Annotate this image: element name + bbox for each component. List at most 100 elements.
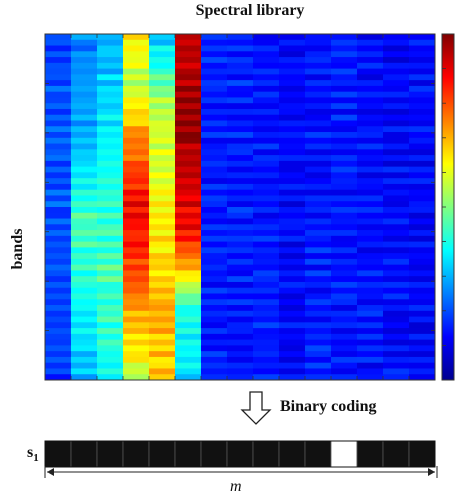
heatmap-cell <box>383 143 410 150</box>
heatmap-cell <box>71 201 98 208</box>
heatmap-cell <box>253 281 280 289</box>
binary-bit-zero <box>96 440 124 468</box>
heatmap-cell <box>383 114 410 121</box>
heatmap-cell <box>383 68 410 75</box>
heatmap-cell <box>71 339 98 346</box>
heatmap-cell <box>279 322 306 329</box>
heatmap-cell <box>71 114 98 121</box>
heatmap-cell <box>331 224 358 231</box>
heatmap-cell <box>305 362 332 369</box>
heatmap-cell <box>227 103 254 110</box>
heatmap-cell <box>71 160 98 168</box>
heatmap-cell <box>201 62 228 70</box>
heatmap-cell <box>175 57 202 64</box>
heatmap-cell <box>175 91 202 98</box>
heatmap-cell <box>71 34 98 41</box>
heatmap-cell <box>383 195 410 202</box>
heatmap-cell <box>383 328 410 335</box>
heatmap-cell <box>201 270 228 277</box>
heatmap-cell <box>97 253 124 260</box>
heatmap-cell <box>123 126 150 133</box>
heatmap-cell <box>331 132 358 139</box>
heatmap-cell <box>409 108 436 116</box>
heatmap-cell <box>97 91 124 98</box>
heatmap-cell <box>279 85 306 93</box>
heatmap-cell <box>97 287 124 294</box>
heatmap-cell <box>123 132 150 139</box>
heatmap-cell <box>305 91 332 98</box>
heatmap-cell <box>201 356 228 364</box>
heatmap-cell <box>71 137 98 145</box>
heatmap-cell <box>227 137 254 145</box>
heatmap-cell <box>71 183 98 191</box>
heatmap-cell <box>123 212 150 220</box>
heatmap-cell <box>409 212 436 220</box>
heatmap-cell <box>175 201 202 208</box>
heatmap-cell <box>305 356 332 364</box>
heatmap-cell <box>45 85 72 93</box>
heatmap-cell <box>149 374 176 381</box>
heatmap-cell <box>305 183 332 191</box>
heatmap-cell <box>149 166 176 173</box>
heatmap-cell <box>227 333 254 341</box>
heatmap-cell <box>149 172 176 179</box>
heatmap-cell <box>253 218 280 225</box>
heatmap-cell <box>409 305 436 312</box>
heatmap-cell <box>305 264 332 271</box>
heatmap-cell <box>253 74 280 81</box>
heatmap-cell <box>331 103 358 110</box>
heatmap-cell <box>357 34 384 41</box>
heatmap-cell <box>357 241 384 248</box>
heatmap-cell <box>409 339 436 346</box>
heatmap-cell <box>253 235 280 243</box>
heatmap-cell <box>97 178 124 185</box>
heatmap-cell <box>123 155 150 162</box>
heatmap-cell <box>45 374 72 381</box>
heatmap-cell <box>123 293 150 300</box>
heatmap-cell <box>383 235 410 243</box>
heatmap-cell <box>253 39 280 47</box>
heatmap-cell <box>97 207 124 214</box>
heatmap-cell <box>45 132 72 139</box>
heatmap-cell <box>45 230 72 237</box>
heatmap-cell <box>383 201 410 208</box>
heatmap-cell <box>45 339 72 346</box>
heatmap-cell <box>383 362 410 369</box>
heatmap-cell <box>149 281 176 289</box>
heatmap-cell <box>227 172 254 179</box>
heatmap-cell <box>253 80 280 87</box>
heatmap-cell <box>201 281 228 289</box>
heatmap-cell <box>305 97 332 104</box>
heatmap-cell <box>71 97 98 104</box>
heatmap-cell <box>409 189 436 196</box>
heatmap-cell <box>149 34 176 41</box>
heatmap-cell <box>97 108 124 116</box>
heatmap-cell <box>123 270 150 277</box>
heatmap-cell <box>409 178 436 185</box>
heatmap-cell <box>97 345 124 352</box>
heatmap-cell <box>149 218 176 225</box>
heatmap-cell <box>331 143 358 150</box>
heatmap-cell <box>123 160 150 168</box>
heatmap-cell <box>409 195 436 202</box>
heatmap-cell <box>331 345 358 352</box>
heatmap-cell <box>175 258 202 266</box>
heatmap-cell <box>357 103 384 110</box>
heatmap-cell <box>123 310 150 318</box>
heatmap-cell <box>45 201 72 208</box>
heatmap-cell <box>175 212 202 220</box>
heatmap-cell <box>279 51 306 58</box>
heatmap-cell <box>409 34 436 41</box>
heatmap-cell <box>357 80 384 87</box>
heatmap-cell <box>253 310 280 318</box>
heatmap-cell <box>227 368 254 375</box>
heatmap-cell <box>97 333 124 341</box>
heatmap-cell <box>357 212 384 220</box>
heatmap-cell <box>383 305 410 312</box>
heatmap-cell <box>383 310 410 318</box>
heatmap-cell <box>253 258 280 266</box>
heatmap-cell <box>279 62 306 70</box>
heatmap-cell <box>279 230 306 237</box>
heatmap-cell <box>331 333 358 341</box>
heatmap-cell <box>45 253 72 260</box>
